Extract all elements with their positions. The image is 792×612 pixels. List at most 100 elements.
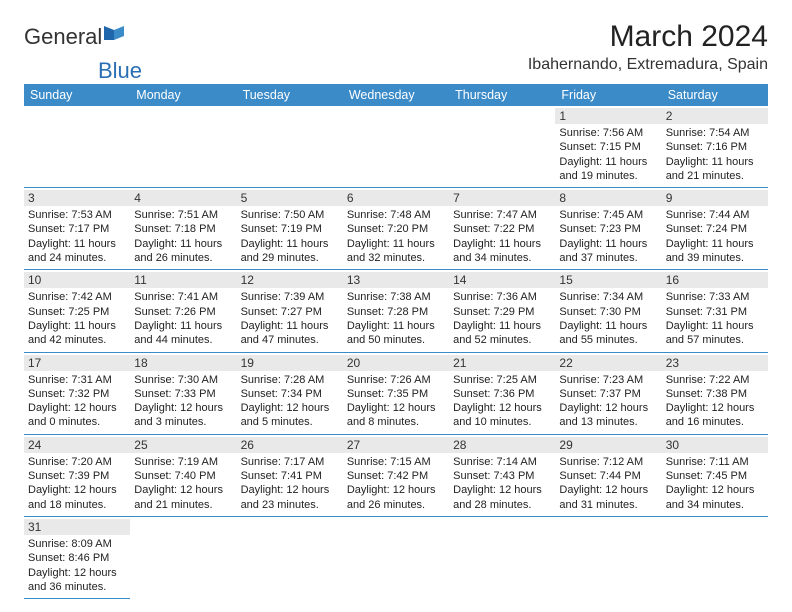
daylight: Daylight: 11 hours and 44 minutes. <box>134 319 232 348</box>
sunset: Sunset: 7:17 PM <box>28 222 126 236</box>
sunset: Sunset: 7:37 PM <box>559 387 657 401</box>
day-number: 15 <box>555 272 661 288</box>
month-title: March 2024 <box>528 20 768 54</box>
sunset: Sunset: 7:18 PM <box>134 222 232 236</box>
calendar-day-cell: 23Sunrise: 7:22 AMSunset: 7:38 PMDayligh… <box>662 352 768 434</box>
weekday-header: Monday <box>130 84 236 106</box>
daylight: Daylight: 11 hours and 50 minutes. <box>347 319 445 348</box>
sunset: Sunset: 7:22 PM <box>453 222 551 236</box>
calendar-day-cell: 3 Sunrise: 7:53 AMSunset: 7:17 PMDaylight… <box>24 188 130 270</box>
daylight: Daylight: 11 hours and 29 minutes. <box>241 237 339 266</box>
day-number: 24 <box>24 437 130 453</box>
daylight: Daylight: 12 hours and 5 minutes. <box>241 401 339 430</box>
sunrise: Sunrise: 7:31 AM <box>28 373 126 387</box>
sunrise: Sunrise: 7:34 AM <box>559 290 657 304</box>
day-info: Sunrise: 7:22 AMSunset: 7:38 PMDaylight:… <box>666 373 764 430</box>
calendar-day-cell: 1Sunrise: 7:56 AMSunset: 7:15 PMDaylight… <box>555 106 661 188</box>
calendar-day-cell <box>237 516 343 598</box>
sunset: Sunset: 7:34 PM <box>241 387 339 401</box>
calendar-day-cell: 21 Sunrise: 7:25 AMSunset: 7:36 PMDayligh… <box>449 352 555 434</box>
day-number: 2 <box>662 108 768 124</box>
day-number: 19 <box>237 355 343 371</box>
daylight: Daylight: 12 hours and 13 minutes. <box>559 401 657 430</box>
calendar-day-cell: 15 Sunrise: 7:34 AMSunset: 7:30 PMDayligh… <box>555 270 661 352</box>
day-info: Sunrise: 7:33 AMSunset: 7:31 PMDaylight:… <box>666 290 764 347</box>
sunrise: Sunrise: 7:17 AM <box>241 455 339 469</box>
calendar-day-cell <box>130 106 236 188</box>
logo-text-a: General <box>24 24 102 50</box>
daylight: Daylight: 12 hours and 23 minutes. <box>241 483 339 512</box>
day-number: 4 <box>130 190 236 206</box>
calendar-day-cell: 10Sunrise: 7:42 AMSunset: 7:25 PMDayligh… <box>24 270 130 352</box>
day-info: Sunrise: 7:47 AMSunset: 7:22 PMDaylight:… <box>453 208 551 265</box>
calendar-day-cell <box>343 516 449 598</box>
weekday-header-row: SundayMondayTuesdayWednesdayThursdayFrid… <box>24 84 768 106</box>
calendar-day-cell: 13Sunrise: 7:38 AMSunset: 7:28 PMDayligh… <box>343 270 449 352</box>
sunset: Sunset: 7:33 PM <box>134 387 232 401</box>
day-info: Sunrise: 7:15 AMSunset: 7:42 PMDaylight:… <box>347 455 445 512</box>
sunset: Sunset: 7:29 PM <box>453 305 551 319</box>
day-number: 29 <box>555 437 661 453</box>
sunset: Sunset: 7:39 PM <box>28 469 126 483</box>
calendar-day-cell: 24Sunrise: 7:20 AMSunset: 7:39 PMDayligh… <box>24 434 130 516</box>
daylight: Daylight: 11 hours and 47 minutes. <box>241 319 339 348</box>
sunset: Sunset: 7:38 PM <box>666 387 764 401</box>
sunrise: Sunrise: 7:25 AM <box>453 373 551 387</box>
sunrise: Sunrise: 7:39 AM <box>241 290 339 304</box>
calendar-day-cell <box>130 516 236 598</box>
day-info: Sunrise: 7:25 AMSunset: 7:36 PMDaylight:… <box>453 373 551 430</box>
sunset: Sunset: 7:30 PM <box>559 305 657 319</box>
calendar-day-cell <box>343 106 449 188</box>
daylight: Daylight: 11 hours and 19 minutes. <box>559 155 657 184</box>
sunset: Sunset: 7:42 PM <box>347 469 445 483</box>
calendar-table: SundayMondayTuesdayWednesdayThursdayFrid… <box>24 84 768 599</box>
calendar-week-row: 10Sunrise: 7:42 AMSunset: 7:25 PMDayligh… <box>24 270 768 352</box>
sunset: Sunset: 7:23 PM <box>559 222 657 236</box>
sunrise: Sunrise: 7:33 AM <box>666 290 764 304</box>
calendar-day-cell: 17Sunrise: 7:31 AMSunset: 7:32 PMDayligh… <box>24 352 130 434</box>
daylight: Daylight: 12 hours and 21 minutes. <box>134 483 232 512</box>
day-info: Sunrise: 7:41 AMSunset: 7:26 PMDaylight:… <box>134 290 232 347</box>
sunrise: Sunrise: 7:12 AM <box>559 455 657 469</box>
sunrise: Sunrise: 7:54 AM <box>666 126 764 140</box>
sunrise: Sunrise: 7:50 AM <box>241 208 339 222</box>
day-info: Sunrise: 7:50 AMSunset: 7:19 PMDaylight:… <box>241 208 339 265</box>
calendar-day-cell: 28Sunrise: 7:14 AMSunset: 7:43 PMDayligh… <box>449 434 555 516</box>
flag-icon <box>104 20 126 46</box>
calendar-week-row: 3Sunrise: 7:53 AMSunset: 7:17 PMDaylight… <box>24 188 768 270</box>
sunset: Sunset: 7:15 PM <box>559 140 657 154</box>
sunrise: Sunrise: 7:48 AM <box>347 208 445 222</box>
day-number: 21 <box>449 355 555 371</box>
day-info: Sunrise: 7:12 AMSunset: 7:44 PMDaylight:… <box>559 455 657 512</box>
day-number: 7 <box>449 190 555 206</box>
sunset: Sunset: 7:44 PM <box>559 469 657 483</box>
daylight: Daylight: 12 hours and 36 minutes. <box>28 566 126 595</box>
day-number: 3 <box>24 190 130 206</box>
weekday-header: Wednesday <box>343 84 449 106</box>
day-info: Sunrise: 7:53 AMSunset: 7:17 PMDaylight:… <box>28 208 126 265</box>
day-number: 31 <box>24 519 130 535</box>
calendar-day-cell <box>555 516 661 598</box>
daylight: Daylight: 12 hours and 3 minutes. <box>134 401 232 430</box>
calendar-day-cell: 31 Sunrise: 8:09 AMSunset: 8:46 PMDayligh… <box>24 516 130 598</box>
sunrise: Sunrise: 7:11 AM <box>666 455 764 469</box>
sunset: Sunset: 7:41 PM <box>241 469 339 483</box>
day-number: 28 <box>449 437 555 453</box>
day-info: Sunrise: 8:09 AMSunset: 8:46 PMDaylight:… <box>28 537 126 594</box>
day-info: Sunrise: 7:36 AMSunset: 7:29 PMDaylight:… <box>453 290 551 347</box>
calendar-day-cell: 6Sunrise: 7:48 AMSunset: 7:20 PMDaylight… <box>343 188 449 270</box>
sunrise: Sunrise: 7:38 AM <box>347 290 445 304</box>
sunrise: Sunrise: 7:45 AM <box>559 208 657 222</box>
day-info: Sunrise: 7:34 AMSunset: 7:30 PMDaylight:… <box>559 290 657 347</box>
daylight: Daylight: 12 hours and 31 minutes. <box>559 483 657 512</box>
calendar-day-cell: 30Sunrise: 7:11 AMSunset: 7:45 PMDayligh… <box>662 434 768 516</box>
weekday-header: Tuesday <box>237 84 343 106</box>
logo: General <box>24 20 126 50</box>
sunrise: Sunrise: 7:28 AM <box>241 373 339 387</box>
daylight: Daylight: 11 hours and 37 minutes. <box>559 237 657 266</box>
day-info: Sunrise: 7:39 AMSunset: 7:27 PMDaylight:… <box>241 290 339 347</box>
sunrise: Sunrise: 7:53 AM <box>28 208 126 222</box>
calendar-day-cell <box>449 516 555 598</box>
sunrise: Sunrise: 7:20 AM <box>28 455 126 469</box>
calendar-day-cell: 20Sunrise: 7:26 AMSunset: 7:35 PMDayligh… <box>343 352 449 434</box>
